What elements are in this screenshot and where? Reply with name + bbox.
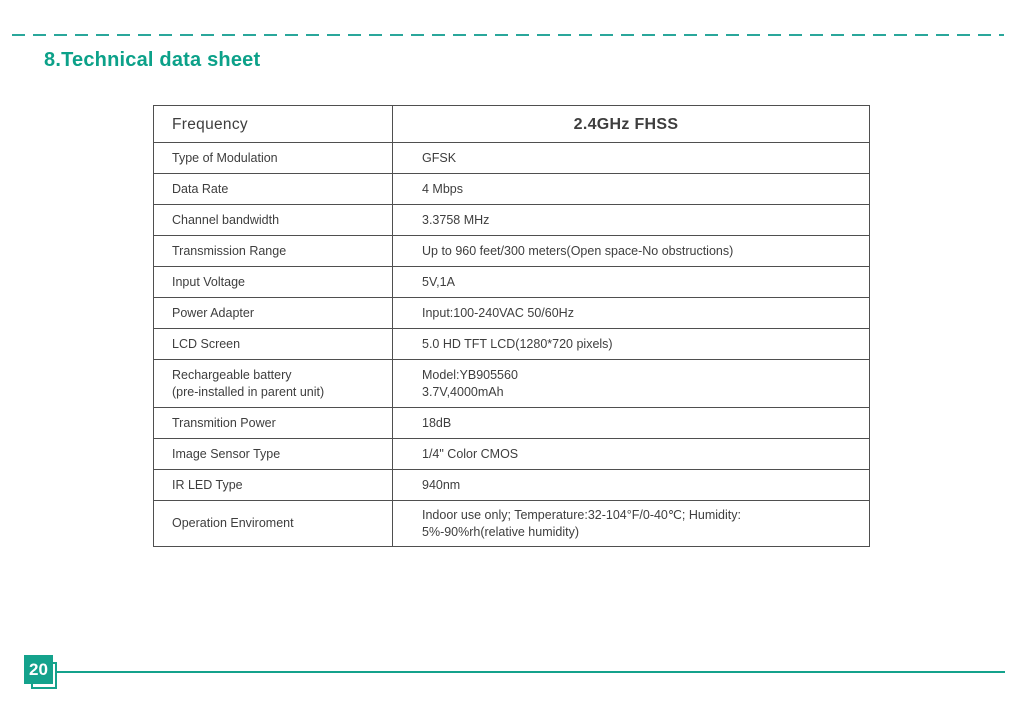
table-row: Input Voltage 5V,1A bbox=[154, 266, 869, 297]
table-row: Type of Modulation GFSK bbox=[154, 142, 869, 173]
table-row: Channel bandwidth 3.3758 MHz bbox=[154, 204, 869, 235]
spec-value-cell: 940nm bbox=[422, 477, 461, 492]
table-row: Rechargeable battery (pre-installed in p… bbox=[154, 359, 869, 407]
spec-value-cell: 1/4" Color CMOS bbox=[422, 446, 519, 461]
top-dashed-divider bbox=[12, 34, 1004, 36]
spec-table: Frequency 2.4GHz FHSS Type of Modulation… bbox=[153, 105, 870, 547]
table-row: Power Adapter Input:100-240VAC 50/60Hz bbox=[154, 297, 869, 328]
table-row: LCD Screen 5.0 HD TFT LCD(1280*720 pixel… bbox=[154, 328, 869, 359]
spec-label-cell: Transmission Range bbox=[154, 236, 393, 266]
spec-label-cell: Channel bandwidth bbox=[154, 205, 393, 235]
spec-value-cell: 2.4GHz FHSS bbox=[573, 115, 679, 133]
page-number-badge: 20 bbox=[24, 655, 53, 684]
page-title: 8.Technical data sheet bbox=[44, 49, 261, 71]
spec-label-cell: Rechargeable battery (pre-installed in p… bbox=[154, 360, 393, 407]
spec-value-cell: 4 Mbps bbox=[422, 181, 463, 196]
spec-label-cell: Power Adapter bbox=[154, 298, 393, 328]
spec-value-cell: Model:YB905560 3.7V,4000mAh bbox=[422, 367, 518, 399]
spec-value-cell: GFSK bbox=[422, 150, 457, 165]
spec-value-cell: 5.0 HD TFT LCD(1280*720 pixels) bbox=[422, 336, 613, 351]
table-row: Operation Enviroment Indoor use only; Te… bbox=[154, 500, 869, 546]
spec-value-cell: 3.3758 MHz bbox=[422, 212, 490, 227]
spec-value-cell: Up to 960 feet/300 meters(Open space-No … bbox=[422, 243, 734, 258]
spec-label-cell: IR LED Type bbox=[154, 470, 393, 500]
spec-value-cell: 18dB bbox=[422, 415, 452, 430]
spec-value-cell: Input:100-240VAC 50/60Hz bbox=[422, 305, 574, 320]
spec-label-cell: Frequency bbox=[154, 106, 393, 142]
spec-value-cell: 5V,1A bbox=[422, 274, 455, 289]
spec-label-cell: Operation Enviroment bbox=[154, 501, 393, 546]
spec-label-cell: Data Rate bbox=[154, 174, 393, 204]
spec-label-cell: Type of Modulation bbox=[154, 143, 393, 173]
table-header-row: Frequency 2.4GHz FHSS bbox=[154, 106, 869, 142]
spec-label-cell: Image Sensor Type bbox=[154, 439, 393, 469]
spec-value-cell: Indoor use only; Temperature:32-104°F/0-… bbox=[422, 507, 741, 539]
table-row: Transmition Power 18dB bbox=[154, 407, 869, 438]
table-row: Image Sensor Type 1/4" Color CMOS bbox=[154, 438, 869, 469]
table-row: Transmission Range Up to 960 feet/300 me… bbox=[154, 235, 869, 266]
spec-label-cell: Transmition Power bbox=[154, 408, 393, 438]
table-row: IR LED Type 940nm bbox=[154, 469, 869, 500]
spec-label-cell: LCD Screen bbox=[154, 329, 393, 359]
table-row: Data Rate 4 Mbps bbox=[154, 173, 869, 204]
spec-label-cell: Input Voltage bbox=[154, 267, 393, 297]
footer-rule bbox=[56, 671, 1005, 673]
